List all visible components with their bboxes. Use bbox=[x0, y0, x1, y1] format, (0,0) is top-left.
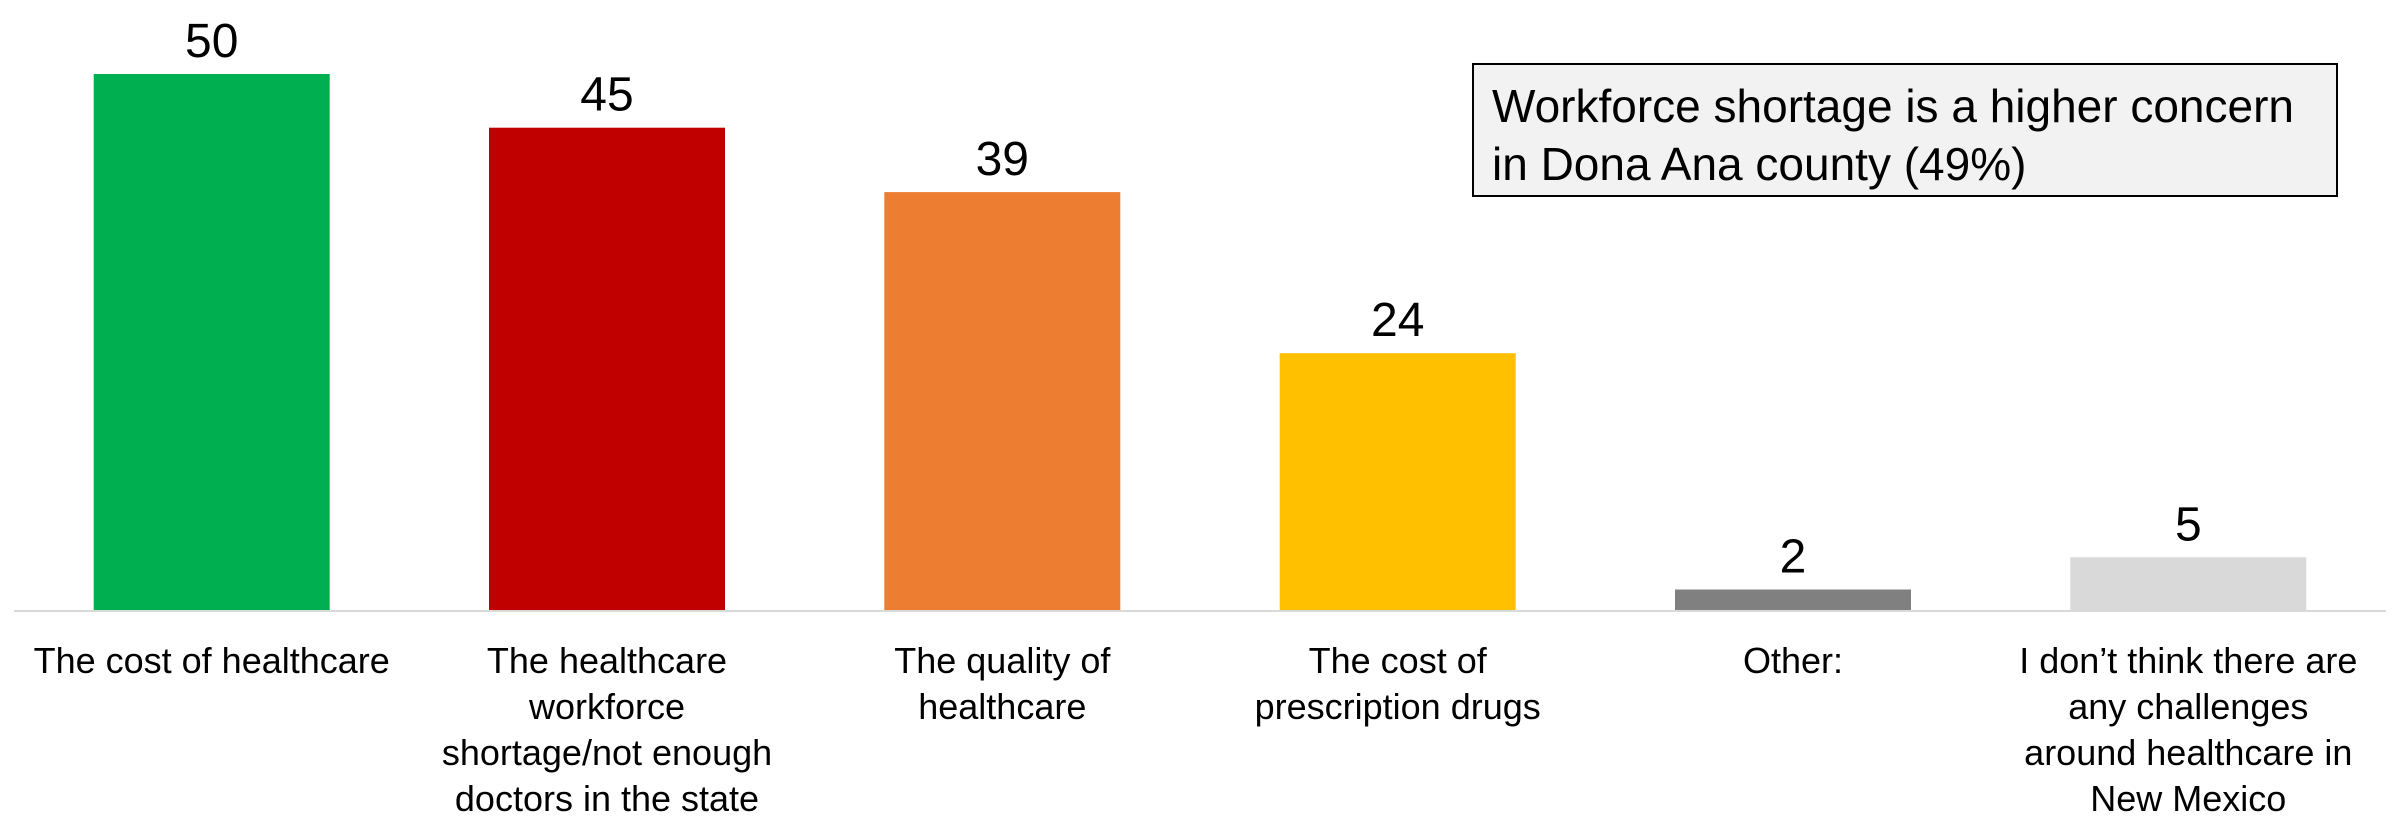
category-label-line: I don’t think there are bbox=[2019, 640, 2357, 681]
bar bbox=[884, 192, 1121, 611]
data-label: 2 bbox=[1780, 531, 1807, 584]
category-label: The cost of prescription drugs bbox=[1255, 640, 1541, 727]
category-label-line: workforce bbox=[528, 686, 685, 727]
category-label-line: The cost of healthcare bbox=[34, 640, 390, 681]
category-label: I don’t think there are any challenges aro… bbox=[2019, 640, 2357, 812]
category-label-line: around healthcare in bbox=[2024, 732, 2352, 773]
category-label-line: healthcare bbox=[918, 686, 1086, 727]
bar bbox=[93, 74, 330, 611]
category-label: The cost of healthcare bbox=[34, 640, 390, 681]
data-label: 50 bbox=[185, 15, 238, 68]
category-label-line: shortage/not enough bbox=[442, 732, 772, 773]
category-label-line: New Mexico bbox=[2090, 778, 2286, 812]
bar bbox=[1675, 589, 1911, 611]
bar bbox=[1279, 353, 1516, 611]
category-label-line: The quality of bbox=[894, 640, 1111, 681]
category-label: The healthcare workforce shortage/not enou… bbox=[442, 640, 772, 812]
category-label-line: The healthcare bbox=[487, 640, 727, 681]
data-label: 39 bbox=[976, 133, 1029, 186]
category-label: The quality of healthcare bbox=[894, 640, 1111, 727]
callout-text: Workforce shortage is a higher concern i… bbox=[1492, 80, 2294, 190]
callout-annotation: Workforce shortage is a higher concern i… bbox=[1472, 63, 2338, 197]
category-label: Other: bbox=[1743, 640, 1843, 681]
category-label-line: doctors in the state bbox=[455, 778, 759, 812]
data-label: 24 bbox=[1371, 294, 1424, 347]
bar bbox=[489, 127, 725, 611]
category-label-line: Other: bbox=[1743, 640, 1843, 681]
data-label: 5 bbox=[2175, 498, 2202, 551]
bar bbox=[2070, 557, 2307, 611]
data-label: 45 bbox=[580, 69, 633, 122]
category-label-line: prescription drugs bbox=[1255, 686, 1541, 727]
category-label-line: any challenges bbox=[2068, 686, 2308, 727]
category-label-line: The cost of bbox=[1309, 640, 1488, 681]
